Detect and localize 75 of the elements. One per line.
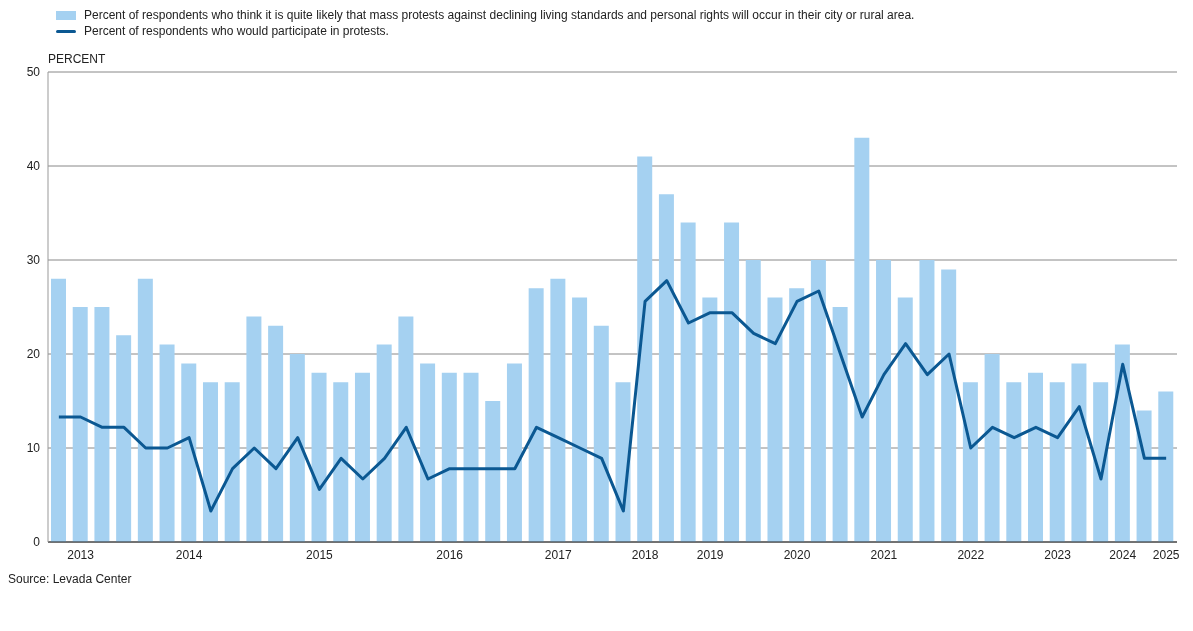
- bar: [224, 382, 240, 542]
- bar: [941, 269, 957, 542]
- bar: [485, 401, 501, 542]
- bar: [137, 278, 153, 542]
- x-tick-label: 2020: [783, 547, 811, 562]
- x-tick-label: 2024: [1109, 547, 1137, 562]
- bar: [1071, 363, 1087, 542]
- bar: [593, 325, 609, 542]
- bar: [832, 307, 848, 542]
- x-tick-label: 2022: [957, 547, 985, 562]
- bar: [810, 260, 826, 542]
- bar: [441, 372, 457, 542]
- bar: [202, 382, 218, 542]
- bar: [962, 382, 978, 542]
- bar: [767, 297, 783, 542]
- bar: [506, 363, 522, 542]
- bar: [1093, 382, 1109, 542]
- bar: [658, 194, 674, 542]
- y-tick-label: 30: [26, 253, 41, 268]
- bar: [984, 354, 1000, 542]
- bar: [289, 354, 305, 542]
- bar: [246, 316, 262, 542]
- bar: [181, 363, 197, 542]
- x-tick-label: 2019: [696, 547, 724, 562]
- bar: [680, 222, 696, 542]
- bar: [637, 156, 653, 542]
- bar: [333, 382, 349, 542]
- x-tick-label: 2015: [306, 547, 334, 562]
- line-series: [57, 279, 1168, 513]
- bar: [702, 297, 718, 542]
- bar: [1114, 344, 1130, 542]
- bar: [1028, 372, 1044, 542]
- bar: [51, 278, 66, 542]
- y-tick-label: 40: [26, 159, 41, 174]
- bar: [724, 222, 740, 542]
- y-axis-title: PERCENT: [47, 52, 107, 66]
- bar: [376, 344, 392, 542]
- bar: [1136, 410, 1152, 542]
- bar: [116, 335, 132, 542]
- bar: [311, 372, 327, 542]
- y-tick-label: 0: [33, 535, 41, 550]
- x-tick-label: 2023: [1044, 547, 1072, 562]
- bar: [268, 325, 284, 542]
- y-tick-label: 10: [26, 441, 41, 456]
- x-tick-label: 2025: [1152, 547, 1180, 562]
- x-tick-label: 2021: [870, 547, 898, 562]
- bar: [745, 260, 761, 542]
- bar: [1006, 382, 1022, 542]
- x-tick-label: 2013: [67, 547, 95, 562]
- x-tick-label: 2014: [175, 547, 203, 562]
- y-tick-label: 20: [26, 347, 41, 362]
- bar: [528, 288, 544, 542]
- y-tick-label: 50: [26, 65, 41, 80]
- bar: [1049, 382, 1065, 542]
- x-tick-label: 2016: [436, 547, 464, 562]
- x-tick-label: 2018: [631, 547, 659, 562]
- legend-label: Percent of respondents who think it is quite likely that mass protests against declining living standards and personal rights will occur in their city or rural area.: [84, 8, 915, 22]
- bar: [572, 297, 588, 542]
- source-note: Source: Levada Center: [8, 572, 132, 586]
- bar: [94, 307, 110, 542]
- bar: [398, 316, 414, 542]
- bar: [463, 372, 479, 542]
- x-tick-label: 2017: [544, 547, 572, 562]
- bar: [72, 307, 88, 542]
- bar: [159, 344, 175, 542]
- bar: [354, 372, 370, 542]
- bar: [550, 278, 566, 542]
- bar: [897, 297, 913, 542]
- bar: [789, 288, 805, 542]
- bar: [876, 260, 892, 542]
- bar: [420, 363, 436, 542]
- bar: [1158, 391, 1174, 542]
- bar: [854, 137, 870, 542]
- legend-label: Percent of respondents who would participate in protests.: [84, 24, 389, 38]
- bar: [919, 260, 935, 542]
